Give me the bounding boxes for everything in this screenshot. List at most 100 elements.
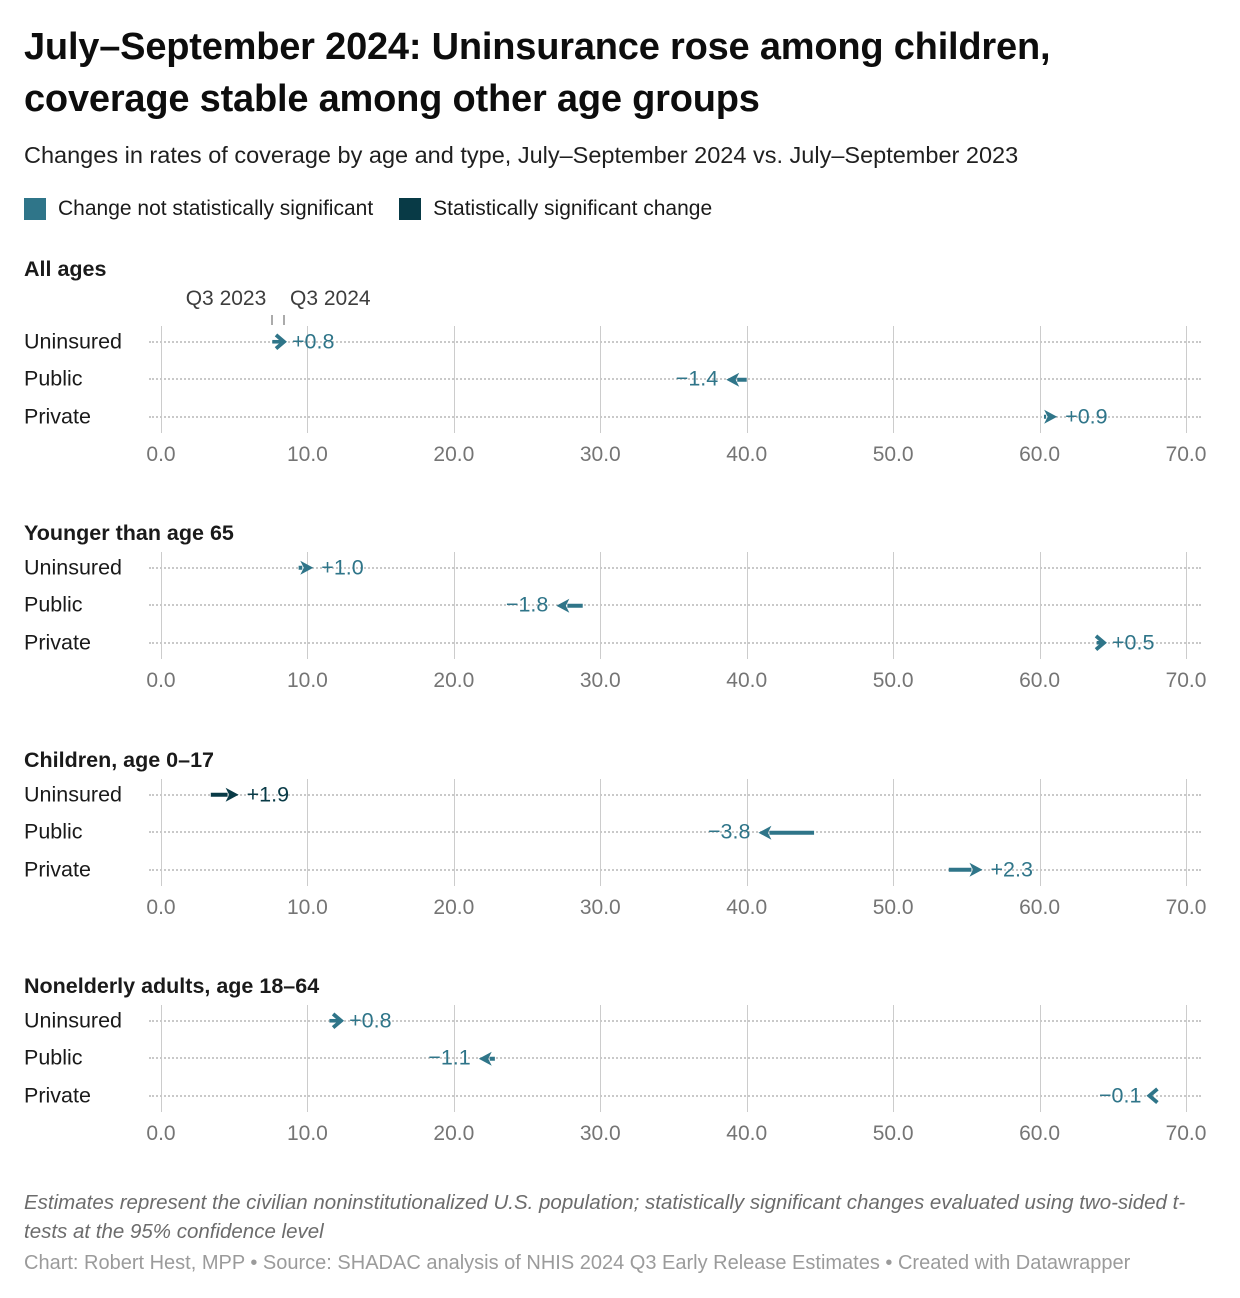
legend-swatch-not-significant-icon	[24, 198, 46, 220]
row-dotted-line	[149, 566, 1201, 569]
axis-tick-label: 30.0	[579, 443, 621, 466]
chart-subtitle: Changes in rates of coverage by age and …	[24, 142, 1019, 168]
row-label: Uninsured	[24, 329, 122, 354]
row-dotted-line	[149, 378, 1201, 381]
panel-group-title: All ages	[24, 257, 107, 281]
row-label: Public	[24, 366, 83, 391]
axis-tick-label: 30.0	[579, 1122, 621, 1145]
axis-tick-label: 60.0	[1019, 669, 1060, 692]
row-label: Private	[24, 857, 91, 882]
axis-tick-label: 30.0	[579, 896, 621, 919]
axis-tick-label: 60.0	[1019, 1122, 1060, 1145]
axis-tick-label: 40.0	[726, 896, 768, 919]
axis-tick-label: 40.0	[726, 669, 768, 692]
axis-tick-label: 40.0	[726, 1122, 768, 1145]
change-value-label: +2.3	[990, 857, 1033, 882]
footnote: Estimates represent the civilian noninst…	[24, 1191, 1186, 1244]
change-arrow	[1094, 634, 1107, 651]
axis-tick-label: 40.0	[726, 443, 768, 466]
axis-tick-label: 0.0	[146, 1122, 176, 1145]
change-arrow	[556, 598, 583, 613]
change-value-label: +1.0	[321, 555, 364, 580]
row-dotted-line	[149, 793, 1201, 796]
change-arrow	[298, 560, 314, 575]
legend-label-not-significant: Change not statistically significant	[58, 197, 374, 220]
change-arrow	[758, 825, 815, 840]
chart-panels: All ages Q3 2023 Q3 2024 +0.8 −1.4 +0.9 0.0 10.…	[0, 257, 1240, 1207]
row-label: Public	[24, 1045, 83, 1070]
chart-panel: Younger than age 65 +1.0 −1.8 +0.5 0.0 10.0 20…	[0, 521, 1240, 748]
legend-label-significant: Statistically significant change	[433, 197, 713, 220]
row-label: Uninsured	[24, 1008, 122, 1033]
axis-tick-label: 0.0	[146, 443, 176, 466]
axis-tick-label: 50.0	[872, 1122, 914, 1145]
row-label: Uninsured	[24, 782, 122, 807]
annotation-tick	[283, 315, 285, 325]
axis-tick-label: 60.0	[1019, 443, 1060, 466]
change-arrow	[478, 1051, 495, 1066]
credit-line: Chart: Robert Hest, MPP • Source: SHADAC…	[24, 1252, 1131, 1274]
chart-panel: All ages Q3 2023 Q3 2024 +0.8 −1.4 +0.9 0.0 10.…	[0, 257, 1240, 521]
row-label: Private	[24, 404, 91, 429]
chart-panel: Nonelderly adults, age 18–64 +0.8 −1.1 −0.1…	[0, 974, 1240, 1201]
annotation-start-label: Q3 2023	[185, 287, 267, 310]
row-label: Public	[24, 592, 83, 617]
axis-tick-label: 50.0	[872, 443, 914, 466]
panel-group-title: Children, age 0–17	[24, 748, 214, 772]
panel-group-title: Nonelderly adults, age 18–64	[24, 974, 320, 998]
change-arrow	[329, 1012, 345, 1029]
legend-item-significant: Statistically significant change	[399, 197, 712, 221]
legend-swatch-significant-icon	[399, 198, 422, 220]
axis-tick-label: 70.0	[1165, 1122, 1207, 1145]
change-value-label: +0.8	[349, 1008, 392, 1033]
row-dotted-line	[149, 1094, 1201, 1097]
change-value-label: +0.5	[1112, 630, 1155, 655]
axis-tick-label: 10.0	[286, 669, 328, 692]
axis-tick-label: 60.0	[1019, 896, 1060, 919]
row-dotted-line	[149, 1057, 1201, 1060]
annotation-end-label: Q3 2024	[290, 287, 371, 310]
legend-item-not-significant: Change not statistically significant	[24, 197, 373, 221]
row-dotted-line	[149, 831, 1201, 834]
change-arrow	[726, 372, 747, 387]
axis-tick-label: 70.0	[1165, 669, 1207, 692]
change-value-label: −1.8	[505, 592, 549, 617]
row-label: Uninsured	[24, 555, 122, 580]
axis-tick-label: 20.0	[433, 443, 475, 466]
row-dotted-line	[149, 340, 1201, 343]
axis-tick-label: 70.0	[1165, 443, 1207, 466]
row-dotted-line	[149, 1019, 1201, 1022]
row-dotted-line	[149, 641, 1201, 644]
axis-tick-label: 0.0	[146, 669, 176, 692]
row-label: Private	[24, 630, 91, 655]
axis-tick-label: 10.0	[286, 1122, 328, 1145]
axis-tick-label: 10.0	[286, 443, 328, 466]
change-arrow	[1146, 1087, 1159, 1104]
axis-tick-label: 20.0	[433, 896, 475, 919]
chart-title: July–September 2024: Uninsurance rose am…	[24, 26, 1051, 120]
row-dotted-line	[149, 415, 1201, 418]
row-dotted-line	[149, 868, 1201, 871]
change-value-label: +0.8	[292, 329, 335, 354]
axis-tick-label: 20.0	[433, 1122, 475, 1145]
row-label: Private	[24, 1083, 91, 1108]
plot-area: Q3 2023 Q3 2024 +0.8 −1.4 +0.9 0.0 10.0 20.0 30.…	[146, 257, 1206, 521]
plot-area: +1.0 −1.8 +0.5 0.0 10.0 20.0 30.0 40.0 50.0 60.0 7…	[146, 521, 1206, 748]
change-value-label: −0.1	[1098, 1083, 1142, 1108]
change-arrow	[948, 862, 983, 877]
change-value-label: −1.4	[675, 366, 719, 391]
panel-group-title: Younger than age 65	[24, 521, 234, 545]
axis-tick-label: 0.0	[146, 896, 176, 919]
change-value-label: −1.1	[428, 1045, 471, 1070]
change-arrow	[1043, 409, 1058, 424]
axis-tick-label: 70.0	[1165, 896, 1207, 919]
change-value-label: +1.9	[246, 782, 290, 807]
row-dotted-line	[149, 604, 1201, 607]
change-value-label: +0.9	[1065, 404, 1108, 429]
row-label: Public	[24, 819, 83, 844]
axis-tick-label: 30.0	[579, 669, 621, 692]
axis-tick-label: 10.0	[286, 896, 328, 919]
axis-tick-label: 50.0	[872, 669, 914, 692]
annotation-tick	[271, 315, 274, 325]
axis-tick-label: 50.0	[872, 896, 914, 919]
